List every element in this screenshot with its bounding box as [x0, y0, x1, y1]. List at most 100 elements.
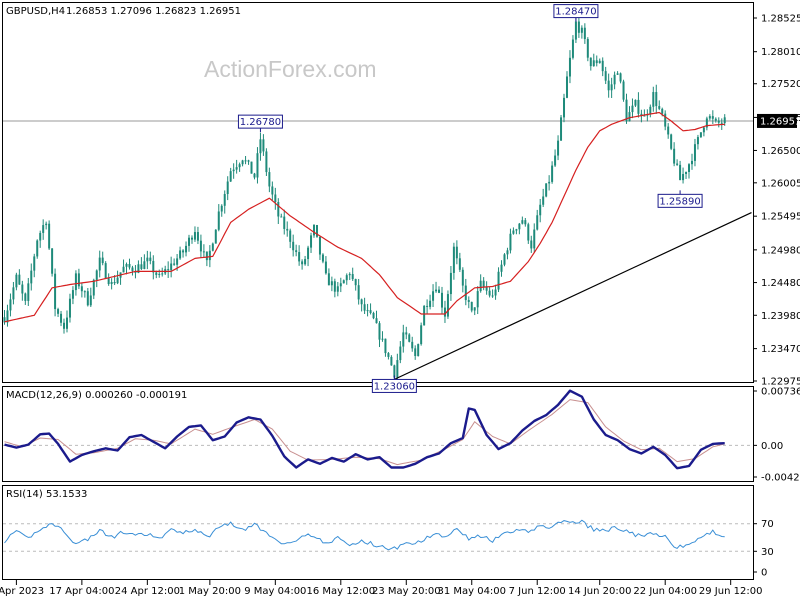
watermark-logo: ActionForex.com — [204, 56, 377, 82]
candle-body — [298, 252, 301, 262]
candle-body — [432, 291, 435, 301]
candle-body — [512, 230, 515, 234]
macd-axis-label: 0.00 — [761, 441, 783, 452]
price-axis-label: 1.25495 — [761, 212, 800, 223]
candle-body — [640, 113, 643, 116]
candle-body — [60, 313, 63, 323]
candle-body — [592, 60, 595, 67]
price-axis-label: 1.22975 — [761, 377, 800, 388]
price-axis-label: 1.26005 — [761, 178, 800, 189]
candle-body — [515, 229, 518, 231]
candle-body — [107, 278, 110, 285]
candle-body — [128, 263, 131, 268]
candle-body — [449, 272, 452, 295]
candle-body — [202, 251, 205, 253]
candle-body — [589, 57, 592, 67]
current-price-label: 1.26951 — [760, 116, 800, 127]
candle-body — [649, 106, 652, 115]
candle-body — [491, 295, 494, 297]
candle-body — [313, 224, 316, 236]
candle-body — [330, 281, 333, 286]
candle-body — [711, 116, 714, 119]
candle-body — [71, 290, 74, 299]
candle-body — [140, 264, 143, 269]
candle-body — [574, 21, 577, 40]
candle-body — [667, 126, 670, 135]
candle-body — [533, 229, 536, 249]
candle-body — [440, 292, 443, 308]
candle-body — [125, 263, 128, 267]
candle-body — [500, 264, 503, 272]
candle-body — [539, 204, 542, 216]
candle-body — [384, 338, 387, 354]
candle-body — [235, 167, 238, 170]
candle-body — [557, 140, 560, 156]
candle-body — [354, 279, 357, 286]
candle-body — [494, 289, 497, 296]
candle-body — [524, 220, 527, 225]
price-axis-label: 1.23470 — [761, 344, 800, 355]
candle-body — [452, 246, 455, 273]
candle-body — [455, 246, 458, 259]
candle-body — [506, 250, 509, 255]
candle-body — [229, 171, 232, 182]
time-axis-label: 23 May 20:00 — [372, 586, 441, 597]
candle-body — [369, 310, 372, 313]
candle-body — [655, 92, 658, 107]
candle-body — [182, 250, 185, 253]
candle-body — [27, 283, 30, 301]
candle-body — [488, 290, 491, 296]
candle-body — [625, 99, 628, 122]
candle-body — [723, 117, 726, 124]
candle-body — [664, 113, 667, 127]
candle-body — [565, 76, 568, 98]
candle-body — [708, 116, 711, 119]
candle-body — [679, 164, 682, 181]
rsi-panel[interactable] — [2, 485, 754, 580]
candle-body — [223, 194, 226, 206]
current-price-tag — [757, 113, 797, 128]
candle-body — [598, 60, 601, 64]
candle-body — [232, 169, 235, 172]
time-axis-label: 22 Jun 04:00 — [633, 586, 697, 597]
price-axis-label: 1.23980 — [761, 311, 800, 322]
candle-body — [161, 273, 164, 275]
candle-body — [366, 310, 369, 312]
candle-body — [143, 261, 146, 269]
candle-body — [116, 277, 119, 284]
candle-body — [152, 260, 155, 273]
candle-body — [101, 257, 104, 264]
candle-body — [131, 267, 134, 272]
candle-body — [188, 237, 191, 246]
candle-body — [149, 257, 152, 261]
price-annotation-box — [371, 378, 417, 393]
chart-ohlc: 1.26853 1.27096 1.26823 1.26951 — [66, 6, 241, 17]
time-axis-label: 14 Jun 20:00 — [568, 586, 632, 597]
candle-body — [616, 73, 619, 75]
candle-body — [39, 232, 42, 241]
candle-body — [610, 84, 613, 91]
candle-body — [551, 165, 554, 182]
candle-body — [193, 232, 196, 240]
candle-body — [265, 151, 268, 173]
candle-body — [652, 92, 655, 107]
candle-body — [214, 229, 217, 244]
candle-body — [259, 139, 262, 154]
candle-body — [321, 254, 324, 262]
candle-body — [315, 224, 318, 237]
candle-body — [583, 27, 586, 40]
candle-body — [699, 132, 702, 138]
candle-body — [527, 224, 530, 241]
candle-body — [443, 307, 446, 317]
candle-body — [250, 161, 253, 174]
candle-body — [661, 108, 664, 114]
candle-body — [113, 282, 116, 284]
candle-body — [286, 228, 289, 231]
time-axis-label: 7 Apr 2023 — [0, 586, 44, 597]
candle-body — [464, 285, 467, 301]
candle-body — [333, 281, 336, 292]
candle-body — [268, 172, 271, 187]
trendline[interactable] — [394, 212, 752, 380]
